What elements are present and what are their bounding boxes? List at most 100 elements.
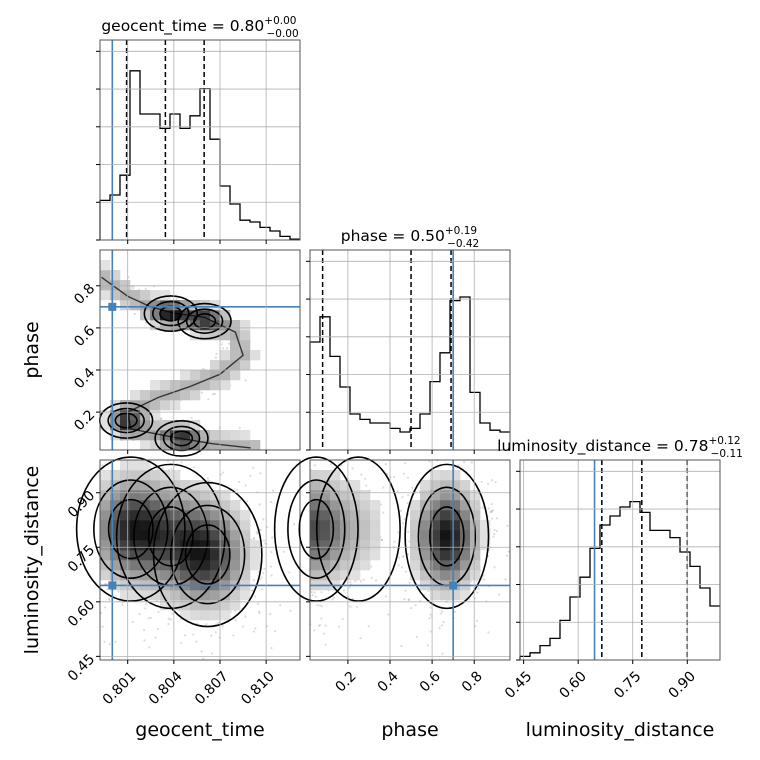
density-cell <box>210 330 221 341</box>
sample-point <box>356 605 359 609</box>
density-cell <box>180 500 191 511</box>
density-cell <box>450 500 461 511</box>
density-cell <box>150 490 161 501</box>
sample-point <box>114 640 117 644</box>
sample-point <box>190 416 193 420</box>
sample-point <box>439 612 443 615</box>
density-cell <box>250 440 261 451</box>
sample-point <box>403 517 406 520</box>
density-cell <box>360 510 371 521</box>
density-cell <box>470 490 481 501</box>
sample-point <box>244 379 247 382</box>
density-cell <box>220 590 231 601</box>
scatter-panel-geocent_time-vs-phase <box>98 250 300 457</box>
density-cell <box>110 560 121 571</box>
density-cell <box>230 360 241 371</box>
density-cell <box>130 290 141 301</box>
tick-marks <box>516 470 688 664</box>
density-cell <box>320 510 331 521</box>
density-cell <box>220 500 231 511</box>
density-cell <box>160 290 171 301</box>
panel-frame <box>99 459 301 661</box>
sample-point <box>238 426 241 429</box>
density-cell <box>120 410 131 421</box>
density-cell <box>200 380 211 391</box>
density-cell <box>440 540 451 551</box>
density-cell <box>200 600 211 611</box>
sample-point <box>486 482 490 486</box>
density-cell <box>330 470 341 481</box>
sample-point <box>362 578 365 581</box>
density-cell <box>140 420 151 431</box>
density-cell <box>370 550 381 561</box>
x-tick-label: 0.8 <box>459 668 486 695</box>
density-cell <box>440 530 451 541</box>
density-cell <box>140 460 151 471</box>
density-cell <box>140 530 151 541</box>
density-cell <box>440 590 451 601</box>
density-cell <box>160 500 171 511</box>
density-cell <box>330 480 341 491</box>
density-cell <box>230 540 241 551</box>
sample-point <box>493 566 496 569</box>
density-cell <box>130 510 141 521</box>
sample-point <box>351 467 354 470</box>
sample-point <box>156 627 159 630</box>
density-cell <box>320 500 331 511</box>
x-tick-label: 0.804 <box>146 668 186 708</box>
gridlines <box>520 460 720 660</box>
sample-point <box>320 591 323 594</box>
gridlines <box>100 40 300 240</box>
density-cell <box>200 590 211 601</box>
density-cell <box>110 290 121 301</box>
title-phase: phase = 0.50+0.19 −0.42 <box>341 225 480 250</box>
scatter-panel-geocent_time-vs-luminosity_distance <box>75 456 300 660</box>
density-cell <box>470 560 481 571</box>
density-cell <box>110 520 121 531</box>
density-cell <box>110 410 121 421</box>
density-cell <box>190 310 201 321</box>
density-cell <box>240 340 251 351</box>
density-cell <box>120 560 131 571</box>
sample-point <box>401 496 404 499</box>
sample-point <box>269 565 273 568</box>
density-cell <box>200 480 211 491</box>
sample-point <box>195 640 198 643</box>
sample-point <box>279 604 282 607</box>
density-cell <box>150 290 161 301</box>
density-cell <box>210 310 221 321</box>
sample-point <box>399 509 403 512</box>
tick-marks <box>96 50 267 244</box>
density-cell <box>120 480 131 491</box>
density-cell <box>160 380 171 391</box>
sample-point <box>482 574 485 577</box>
density-cell <box>340 570 351 581</box>
sample-point <box>453 610 456 613</box>
sample-point <box>147 617 150 620</box>
sample-point <box>104 606 107 609</box>
sample-point <box>408 581 411 584</box>
sample-point <box>257 610 260 613</box>
density-cell <box>240 320 251 331</box>
sample-point <box>212 392 215 396</box>
density-cell <box>120 300 131 311</box>
density-cell <box>130 300 141 311</box>
density-cell <box>130 390 141 401</box>
density-cell <box>140 400 151 411</box>
sample-point <box>354 580 357 583</box>
density-cell <box>410 570 421 581</box>
density-cell <box>100 540 111 551</box>
density-cell <box>180 490 191 501</box>
sample-point <box>409 606 413 610</box>
density-cell <box>160 400 171 411</box>
density-cell <box>320 520 331 531</box>
density-cell <box>110 540 121 551</box>
sample-point <box>428 617 431 620</box>
sample-point <box>144 607 147 610</box>
density-cell <box>100 490 111 501</box>
sample-point <box>202 657 205 660</box>
sample-point <box>462 460 466 464</box>
density-cell <box>440 510 451 521</box>
density-cell <box>140 560 151 571</box>
density-cell <box>310 490 321 501</box>
